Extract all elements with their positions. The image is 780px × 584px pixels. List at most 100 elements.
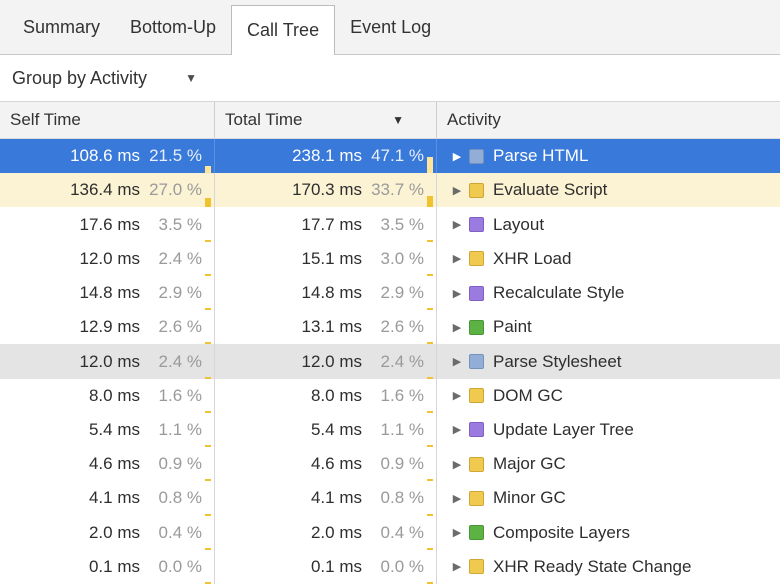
activity-cell: ▶ Update Layer Tree — [437, 413, 780, 447]
column-header-activity[interactable]: Activity — [437, 102, 780, 138]
total-time-value: 12.0 ms — [301, 351, 362, 371]
total-time-value: 170.3 ms — [292, 180, 362, 200]
self-time-cell: 136.4 ms 27.0 % — [0, 173, 215, 208]
activity-label: Major GC — [493, 454, 566, 474]
table-row[interactable]: 12.9 ms 2.6 % 13.1 ms 2.6 % ▶ Paint — [0, 310, 780, 345]
self-time-cell: 12.9 ms 2.6 % — [0, 310, 215, 345]
expand-arrow-icon[interactable]: ▶ — [452, 356, 462, 369]
self-time-value: 5.4 ms — [88, 419, 140, 439]
activity-cell: ▶ Major GC — [437, 447, 780, 481]
total-percent-bar — [427, 239, 433, 242]
table-row[interactable]: 2.0 ms 0.4 % 2.0 ms 0.4 % ▶ Composite La… — [0, 515, 780, 550]
total-time-cell: 170.3 ms 33.7 % — [215, 173, 437, 208]
table-row[interactable]: 17.6 ms 3.5 % 17.7 ms 3.5 % ▶ Layout — [0, 207, 780, 242]
self-time-header-label: Self Time — [10, 110, 81, 129]
self-percent-bar — [205, 198, 211, 208]
expand-arrow-icon[interactable]: ▶ — [452, 321, 462, 334]
total-time-value: 4.6 ms — [310, 454, 362, 474]
expand-arrow-icon[interactable]: ▶ — [452, 424, 462, 437]
category-color-icon — [469, 354, 484, 370]
expand-arrow-icon[interactable]: ▶ — [452, 287, 462, 300]
column-header-self-time[interactable]: Self Time — [0, 102, 215, 138]
tab-summary[interactable]: Summary — [23, 16, 101, 37]
table-row[interactable]: 136.4 ms 27.0 % 170.3 ms 33.7 % ▶ Evalua… — [0, 173, 780, 208]
total-percent-bar — [427, 547, 433, 550]
self-time-value: 17.6 ms — [79, 214, 140, 234]
expand-arrow-icon[interactable]: ▶ — [452, 150, 462, 163]
table-row[interactable]: 12.0 ms 2.4 % 15.1 ms 3.0 % ▶ XHR Load — [0, 241, 780, 276]
table-row[interactable]: 8.0 ms 1.6 % 8.0 ms 1.6 % ▶ DOM GC — [0, 378, 780, 413]
total-time-cell: 13.1 ms 2.6 % — [215, 310, 437, 345]
total-percent-bar — [427, 479, 433, 482]
table-row[interactable]: 0.1 ms 0.0 % 0.1 ms 0.0 % ▶ XHR Ready St… — [0, 549, 780, 584]
expand-arrow-icon[interactable]: ▶ — [452, 219, 462, 232]
self-time-cell: 12.0 ms 2.4 % — [0, 241, 215, 276]
total-time-cell: 17.7 ms 3.5 % — [215, 207, 437, 242]
self-time-cell: 8.0 ms 1.6 % — [0, 378, 215, 413]
self-time-percent: 3.5 % — [158, 214, 202, 234]
total-time-header-label: Total Time — [225, 110, 303, 129]
expand-arrow-icon[interactable]: ▶ — [452, 561, 462, 574]
total-time-percent: 2.9 % — [380, 283, 424, 303]
self-time-value: 136.4 ms — [70, 180, 140, 200]
self-percent-bar — [205, 342, 211, 345]
activity-label: Evaluate Script — [493, 180, 608, 200]
activity-cell: ▶ Parse Stylesheet — [437, 344, 780, 378]
group-by-label: Group by Activity — [12, 67, 148, 88]
self-time-cell: 4.6 ms 0.9 % — [0, 447, 215, 482]
total-time-cell: 4.1 ms 0.8 % — [215, 481, 437, 516]
tab-event-log[interactable]: Event Log — [350, 16, 432, 37]
total-percent-bar — [427, 196, 433, 208]
expand-arrow-icon[interactable]: ▶ — [452, 458, 462, 471]
total-percent-bar — [427, 376, 433, 379]
activity-cell: ▶ Minor GC — [437, 481, 780, 515]
activity-label: XHR Ready State Change — [493, 556, 692, 576]
total-time-percent: 0.0 % — [380, 556, 424, 576]
table-header: Self Time Total Time ▼ Activity — [0, 102, 780, 139]
self-time-percent: 2.4 % — [158, 351, 202, 371]
table-row[interactable]: 108.6 ms 21.5 % 238.1 ms 47.1 % ▶ Parse … — [0, 139, 780, 174]
self-time-value: 108.6 ms — [70, 146, 140, 166]
activity-cell: ▶ Layout — [437, 207, 780, 241]
total-time-cell: 8.0 ms 1.6 % — [215, 378, 437, 413]
self-time-value: 12.0 ms — [79, 351, 140, 371]
total-time-value: 4.1 ms — [310, 488, 362, 508]
expand-arrow-icon[interactable]: ▶ — [452, 390, 462, 403]
self-percent-bar — [205, 445, 211, 448]
self-time-percent: 2.4 % — [158, 248, 202, 268]
activity-cell: ▶ Evaluate Script — [437, 173, 780, 207]
table-row[interactable]: 4.6 ms 0.9 % 4.6 ms 0.9 % ▶ Major GC — [0, 447, 780, 482]
table-row[interactable]: 14.8 ms 2.9 % 14.8 ms 2.9 % ▶ Recalculat… — [0, 275, 780, 311]
activity-label: Paint — [493, 317, 532, 337]
expand-arrow-icon[interactable]: ▶ — [452, 253, 462, 266]
self-time-value: 0.1 ms — [88, 556, 140, 576]
tab-bottom-up[interactable]: Bottom-Up — [130, 16, 217, 37]
tab-call-tree[interactable]: Call Tree — [231, 5, 336, 55]
activity-label: Parse HTML — [493, 146, 589, 166]
total-time-percent: 0.8 % — [380, 488, 424, 508]
self-time-value: 14.8 ms — [79, 283, 140, 303]
total-percent-bar — [427, 513, 433, 516]
expand-arrow-icon[interactable]: ▶ — [452, 184, 462, 197]
category-color-icon — [469, 525, 484, 541]
self-percent-bar — [205, 582, 211, 584]
column-header-total-time[interactable]: Total Time ▼ — [215, 102, 437, 138]
table-row[interactable]: 12.0 ms 2.4 % 12.0 ms 2.4 % ▶ Parse Styl… — [0, 344, 780, 379]
self-percent-bar — [205, 376, 211, 379]
expand-arrow-icon[interactable]: ▶ — [452, 492, 462, 505]
self-time-percent: 0.8 % — [158, 488, 202, 508]
total-time-cell: 238.1 ms 47.1 % — [215, 139, 437, 174]
total-time-percent: 0.9 % — [380, 454, 424, 474]
table-row[interactable]: 5.4 ms 1.1 % 5.4 ms 1.1 % ▶ Update Layer… — [0, 412, 780, 448]
self-time-value: 8.0 ms — [88, 385, 140, 405]
expand-arrow-icon[interactable]: ▶ — [452, 527, 462, 540]
activity-label: Parse Stylesheet — [493, 351, 622, 371]
table-row[interactable]: 4.1 ms 0.8 % 4.1 ms 0.8 % ▶ Minor GC — [0, 481, 780, 516]
total-time-cell: 5.4 ms 1.1 % — [215, 412, 437, 448]
group-by-select[interactable]: Group by Activity ▼ — [12, 68, 197, 89]
total-percent-bar — [427, 273, 433, 276]
self-time-value: 2.0 ms — [88, 522, 140, 542]
category-color-icon — [469, 490, 484, 506]
self-percent-bar — [205, 166, 211, 174]
self-percent-bar — [205, 410, 211, 413]
